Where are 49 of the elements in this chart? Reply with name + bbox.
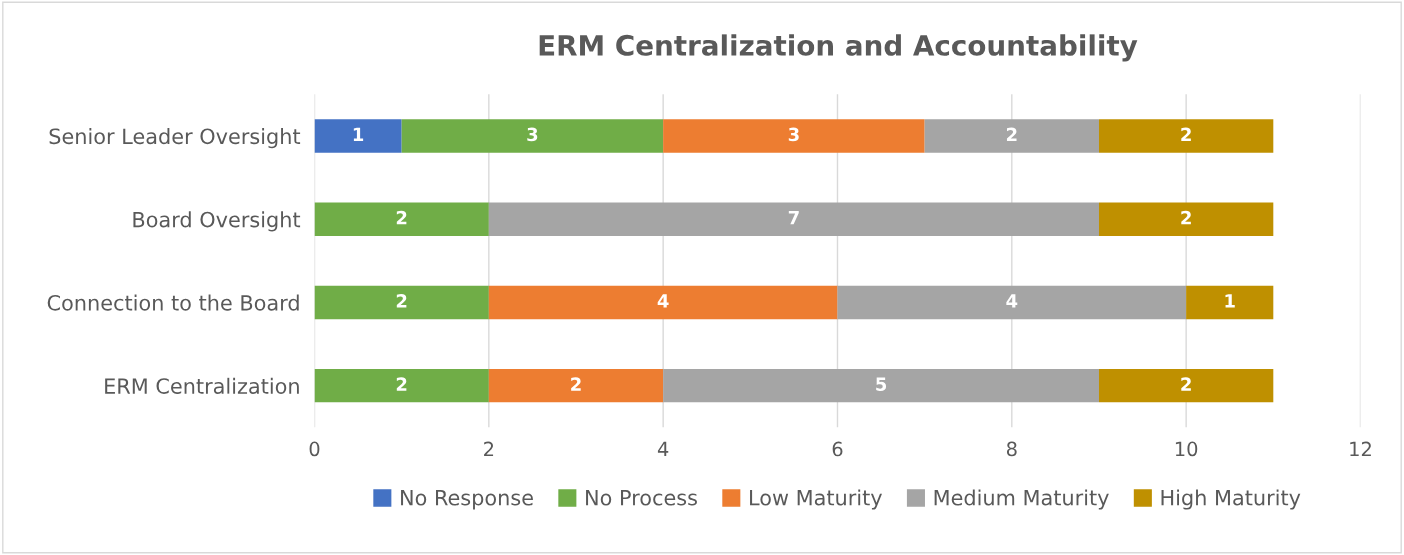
x-tick-label: 8 <box>1006 441 1017 457</box>
legend-label: Medium Maturity <box>934 489 1109 510</box>
data-label: 2 <box>1181 377 1191 391</box>
data-label: 3 <box>788 127 799 142</box>
legend-label: No Response <box>401 490 533 510</box>
data-label: 2 <box>1181 210 1191 225</box>
data-label: 2 <box>1006 127 1017 141</box>
legend-label: High Maturity <box>1161 489 1301 510</box>
bar <box>1098 119 1274 153</box>
data-label: 1 <box>1225 294 1235 308</box>
data-label: 4 <box>657 294 669 308</box>
bar <box>314 202 489 236</box>
bar <box>314 285 489 320</box>
chart-title: ERM Centralization and Accountability <box>539 34 1138 62</box>
y-tick-label: ERM Centralization <box>105 377 299 394</box>
x-tick-label: 12 <box>1350 441 1371 457</box>
data-label: 2 <box>571 377 581 391</box>
data-label: 5 <box>876 377 887 391</box>
bar <box>1098 202 1274 236</box>
data-label: 2 <box>1181 127 1191 141</box>
y-tick-label: Connection to the Board <box>47 294 299 311</box>
bar <box>837 285 1187 320</box>
bar <box>488 285 838 320</box>
data-label: 7 <box>788 211 799 225</box>
x-tick-label: 10 <box>1175 441 1198 457</box>
bar <box>1098 369 1274 403</box>
x-tick-label: 4 <box>657 441 669 457</box>
x-tick-label: 6 <box>832 441 843 457</box>
bar <box>663 119 925 153</box>
legend-label: No Process <box>586 490 697 506</box>
bar <box>488 369 664 403</box>
x-tick-label: 2 <box>484 441 494 457</box>
bar <box>924 119 1099 153</box>
bar <box>314 119 402 153</box>
data-label: 1 <box>353 127 364 141</box>
bar <box>1186 285 1274 320</box>
bar <box>401 119 664 153</box>
data-label: 4 <box>1006 294 1018 308</box>
x-tick-label: 0 <box>309 441 320 457</box>
data-label: 3 <box>527 127 538 142</box>
data-label: 2 <box>396 294 407 308</box>
legend-label: Low Maturity <box>750 489 882 510</box>
bar <box>663 369 1099 403</box>
y-tick-label: Board Oversight <box>133 211 301 232</box>
bar <box>314 369 489 403</box>
data-label: 2 <box>396 210 407 225</box>
bar <box>488 202 1099 236</box>
y-tick-label: Senior Leader Oversight <box>49 128 301 149</box>
data-label: 2 <box>396 377 407 391</box>
